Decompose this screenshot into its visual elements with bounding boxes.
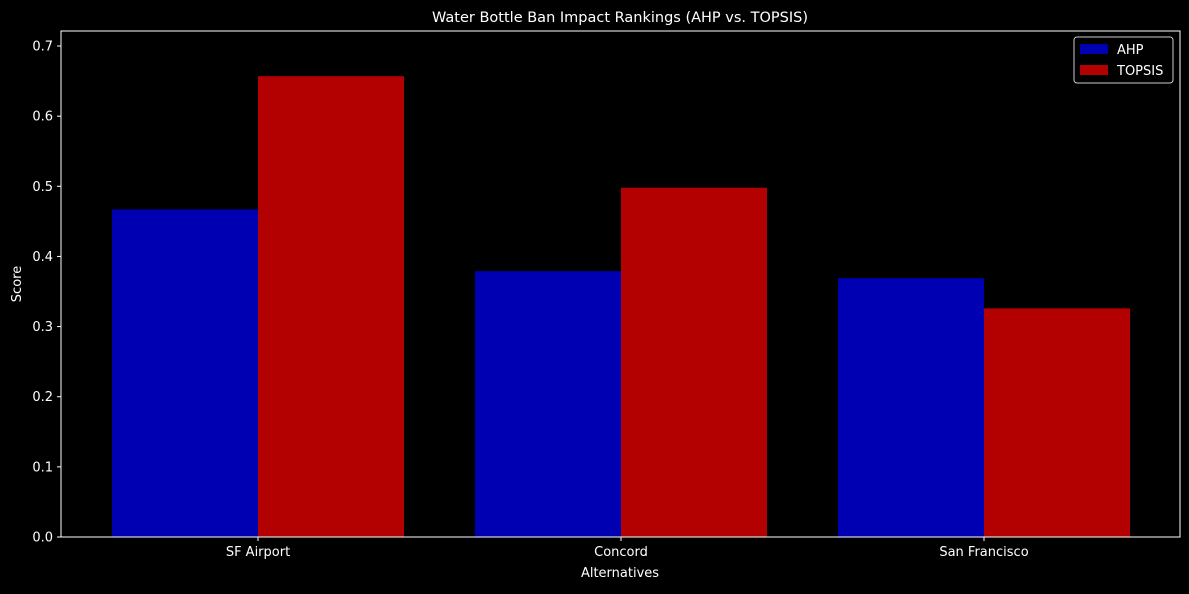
y-axis-label: Score [10,266,25,302]
bar-topsis-2 [984,308,1130,537]
bar-ahp-1 [475,271,621,537]
x-axis-label: Alternatives [581,566,659,581]
legend-swatch-topsis [1080,65,1108,75]
x-axis: SF Airport Concord San Francisco [226,537,1029,560]
legend: AHP TOPSIS [1073,36,1174,84]
y-tick-label: 0.2 [32,390,53,405]
y-tick-label: 0.5 [32,180,53,195]
y-tick-label: 0.6 [32,110,53,125]
bar-ahp-2 [838,278,984,537]
x-tick-label: San Francisco [939,545,1028,560]
y-tick-label: 0.7 [32,40,53,55]
legend-label-ahp: AHP [1117,43,1144,58]
y-tick-label: 0.4 [32,250,53,265]
bar-topsis-1 [621,187,767,537]
x-tick-label: SF Airport [226,545,290,560]
bar-ahp-0 [112,209,258,537]
legend-label-topsis: TOPSIS [1116,64,1163,79]
x-tick-label: Concord [594,545,648,560]
y-axis: 0.0 0.1 0.2 0.3 0.4 0.5 0.6 0.7 [32,40,61,546]
bars [112,76,1130,537]
legend-swatch-ahp [1080,44,1108,54]
y-tick-label: 0.3 [32,320,53,335]
y-tick-label: 0.1 [32,460,53,475]
chart-title: Water Bottle Ban Impact Rankings (AHP vs… [432,10,808,26]
bar-topsis-0 [258,76,404,537]
y-tick-label: 0.0 [32,531,53,546]
